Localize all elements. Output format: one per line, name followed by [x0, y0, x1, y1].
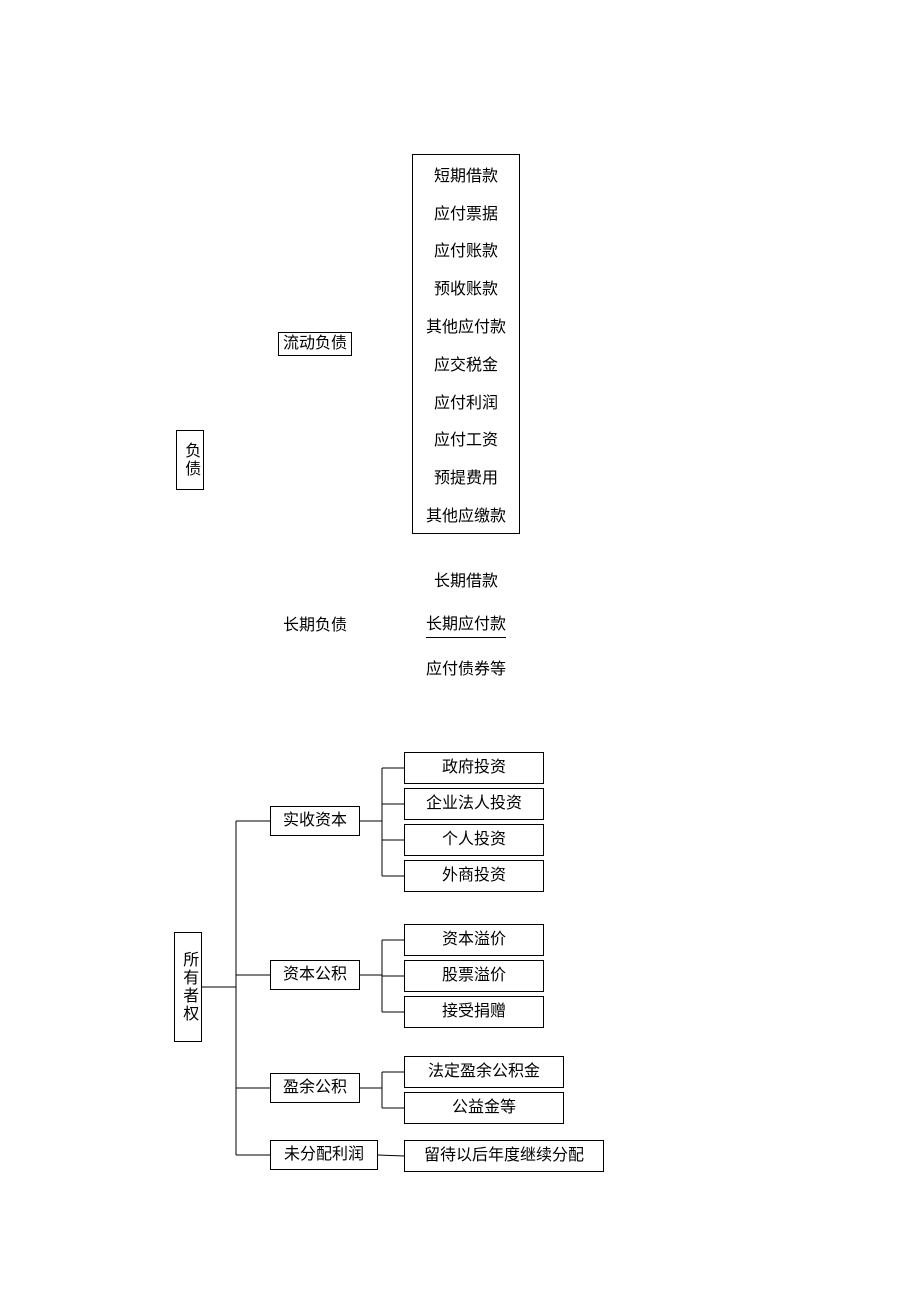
equity-branch-2: 盈余公积 [270, 1073, 360, 1103]
longterm-liabilities: 长期负债 [278, 614, 352, 638]
equity-child-2-1-label: 公益金等 [452, 1097, 516, 1119]
longterm-liabilities-item-2-label: 应付债券等 [426, 659, 506, 681]
equity-child-0-0-label: 政府投资 [442, 757, 506, 779]
equity-branch-3: 未分配利润 [270, 1140, 378, 1170]
equity-child-0-2-label: 个人投资 [442, 829, 506, 851]
equity-child-3-0: 留待以后年度继续分配 [404, 1140, 604, 1172]
equity-child-0-1-label: 企业法人投资 [426, 793, 522, 815]
current-liabilities-item-8: 预提费用 [434, 464, 498, 488]
current-liabilities-item-3: 预收账款 [434, 275, 498, 299]
equity-child-1-0: 资本溢价 [404, 924, 544, 956]
current-liabilities-item-2: 应付账款 [434, 237, 498, 261]
current-liabilities-item-9: 其他应缴款 [426, 502, 506, 526]
equity-child-0-1: 企业法人投资 [404, 788, 544, 820]
equity-branch-0: 实收资本 [270, 806, 360, 836]
equity-branch-1: 资本公积 [270, 960, 360, 990]
current-liabilities-item-5: 应交税金 [434, 351, 498, 375]
equity-child-1-2-label: 接受捐赠 [442, 1001, 506, 1023]
equity-branch-3-label: 未分配利润 [284, 1144, 364, 1166]
longterm-liabilities-item-2: 应付债券等 [412, 658, 520, 682]
current-liabilities-item-6: 应付利润 [434, 389, 498, 413]
equity-child-1-1-label: 股票溢价 [442, 965, 506, 987]
liabilities-root-label: 负债 [179, 442, 201, 478]
current-liabilities-item-0: 短期借款 [434, 162, 498, 186]
equity-branch-2-label: 盈余公积 [283, 1077, 347, 1099]
equity-child-1-2: 接受捐赠 [404, 996, 544, 1028]
current-liabilities-list: 短期借款应付票据应付账款预收账款其他应付款应交税金应付利润应付工资预提费用其他应… [412, 154, 520, 534]
equity-child-0-3-label: 外商投资 [442, 865, 506, 887]
equity-child-1-0-label: 资本溢价 [442, 929, 506, 951]
longterm-liabilities-item-0: 长期借款 [412, 570, 520, 594]
equity-child-2-1: 公益金等 [404, 1092, 564, 1124]
liabilities-root: 负债 [176, 430, 204, 490]
equity-child-1-1: 股票溢价 [404, 960, 544, 992]
equity-child-3-0-label: 留待以后年度继续分配 [424, 1145, 584, 1167]
equity-child-0-2: 个人投资 [404, 824, 544, 856]
equity-root: 所有者权 [174, 932, 202, 1042]
longterm-liabilities-item-1: 长期应付款 [412, 614, 520, 638]
equity-branch-1-label: 资本公积 [283, 964, 347, 986]
longterm-liabilities-label: 长期负债 [283, 615, 347, 637]
current-liabilities-item-1: 应付票据 [434, 200, 498, 224]
equity-child-2-0-label: 法定盈余公积金 [428, 1061, 540, 1083]
current-liabilities-label: 流动负债 [283, 333, 347, 355]
current-liabilities-item-4: 其他应付款 [426, 313, 506, 337]
current-liabilities: 流动负债 [278, 332, 352, 356]
current-liabilities-item-7: 应付工资 [434, 426, 498, 450]
equity-root-label: 所有者权 [177, 951, 199, 1023]
equity-child-0-0: 政府投资 [404, 752, 544, 784]
longterm-liabilities-item-1-label: 长期应付款 [426, 614, 506, 637]
equity-branch-0-label: 实收资本 [283, 810, 347, 832]
equity-child-0-3: 外商投资 [404, 860, 544, 892]
equity-child-2-0: 法定盈余公积金 [404, 1056, 564, 1088]
longterm-liabilities-item-0-label: 长期借款 [434, 571, 498, 593]
